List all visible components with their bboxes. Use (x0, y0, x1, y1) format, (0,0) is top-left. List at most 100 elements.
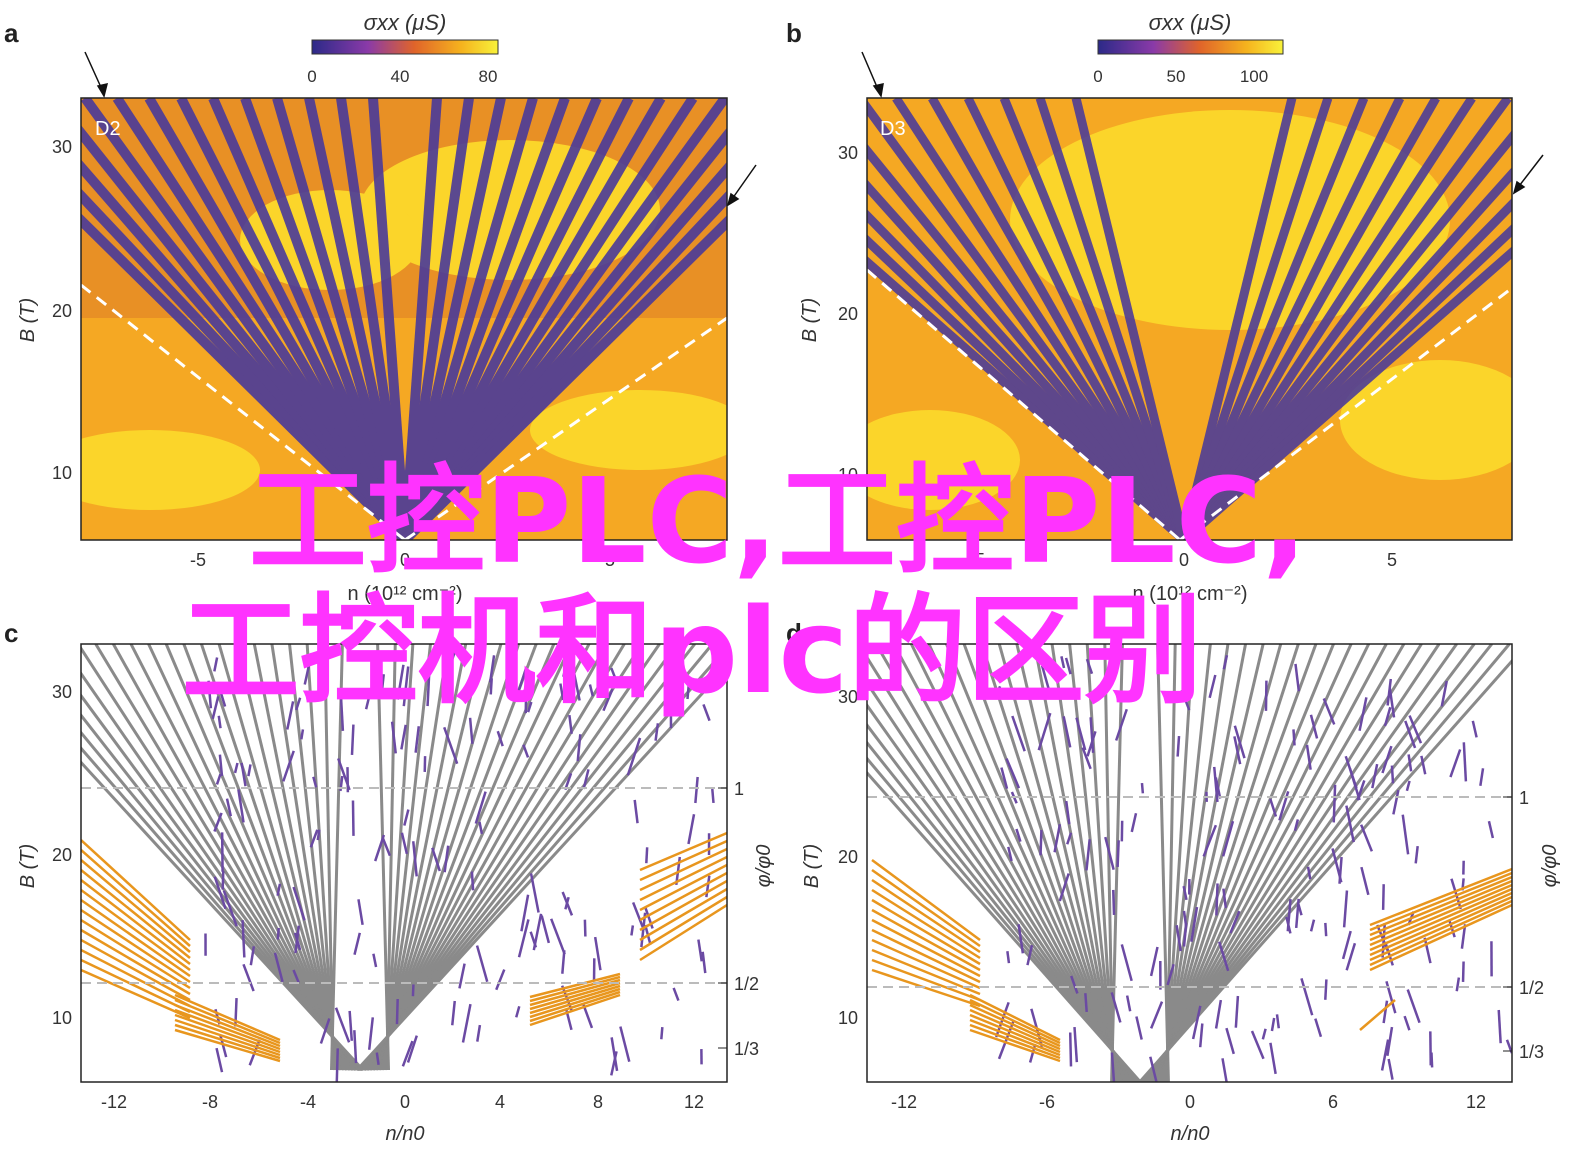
x-label-a: n (10¹² cm⁻²) (348, 583, 463, 605)
fragment-line (639, 831, 727, 872)
fragment-line (213, 812, 223, 832)
y-axis-b: 10 20 30 B (T) (799, 143, 858, 485)
fragment-line (871, 908, 981, 972)
fragment-line (570, 663, 581, 701)
fragment-line (639, 879, 727, 932)
fragment-line (1104, 836, 1115, 871)
fragment-line (350, 724, 355, 756)
fragment-line (81, 879, 191, 965)
fragment-line (218, 754, 224, 777)
fragment-line (1060, 656, 1066, 669)
fragment-line (1401, 814, 1410, 855)
fragment-line (564, 772, 573, 791)
fragment-line (221, 871, 225, 890)
fragment-line (390, 721, 397, 754)
y-label-b: B (T) (799, 298, 821, 342)
fragment-line (1180, 689, 1191, 711)
fragment-line (1300, 977, 1314, 1016)
fragment-line (215, 1047, 224, 1073)
fragment-line (351, 800, 355, 836)
fragment-line (213, 876, 227, 910)
fragment-line (414, 726, 421, 753)
fragment-line (225, 798, 233, 817)
fragment-line (639, 847, 727, 892)
x-axis-a: -5 0 5 n (10¹² cm⁻²) (190, 550, 615, 605)
fragment-line (1386, 678, 1393, 706)
fragment-line (1125, 995, 1132, 1012)
fragment-line (1293, 819, 1300, 831)
fragment-line (1345, 805, 1355, 843)
fragment-line (1261, 1028, 1267, 1040)
fragment-line (81, 948, 191, 1008)
fragment-line (1202, 824, 1218, 857)
fragment-line (520, 894, 530, 932)
fragment-line (871, 958, 981, 1002)
fragment-line (396, 664, 405, 700)
fragment-line (1471, 720, 1478, 738)
fragment-line (1348, 768, 1361, 801)
fragment-line (1085, 839, 1091, 871)
fragment-line (1140, 782, 1145, 794)
fragment-line (411, 984, 415, 997)
fragment-line (1275, 1014, 1281, 1029)
fragment-line (207, 680, 213, 709)
cbar-tick-a-1: 40 (391, 67, 410, 86)
cbar-tick-a-2: 80 (479, 67, 498, 86)
fragment-line (702, 703, 711, 722)
fragment-line (1479, 768, 1485, 786)
fragment-line (1116, 840, 1120, 867)
fragment-line (639, 855, 727, 902)
fan-line (147, 644, 350, 1071)
colorbar-b: σxx (μS) 0 50 100 (1093, 10, 1284, 86)
fragment-line (1269, 798, 1278, 817)
x-tick-b-0: -5 (969, 550, 985, 570)
fragment-line (697, 939, 703, 962)
fan-line (1015, 644, 1122, 1082)
fragment-line (1460, 924, 1467, 949)
fan-stripe (867, 99, 1188, 540)
fragment-line (1408, 715, 1423, 744)
fragment-line (412, 841, 418, 877)
fragment-line (1058, 873, 1070, 902)
fragment-line (1208, 674, 1217, 699)
fragment-line (1358, 697, 1368, 732)
fan-stripe (963, 98, 1189, 540)
fragment-line (639, 871, 727, 922)
x-tick-d-0: -12 (891, 1092, 917, 1112)
fragment-line (1039, 829, 1043, 856)
fragment-line (1221, 1058, 1228, 1082)
fragment-line (529, 987, 621, 1019)
fan-line (1164, 644, 1195, 1082)
fragment-line (582, 769, 590, 790)
fan-line (379, 644, 468, 1071)
fan-line (376, 644, 503, 1071)
fragment-line (1331, 848, 1343, 883)
fragment-line (515, 1005, 521, 1018)
fragment-line (635, 672, 644, 693)
fragment-line (403, 809, 410, 826)
fan-stripe (999, 98, 1189, 540)
fragment-line (211, 696, 220, 720)
fragment-line (529, 981, 621, 1011)
fragment-line (242, 963, 255, 992)
colorbar-title-a: σxx (μS) (364, 10, 447, 35)
fragment-line (470, 871, 475, 891)
fragment-line (1225, 1027, 1235, 1055)
panel-letter-b: b (786, 18, 802, 48)
heatmap-a (81, 98, 727, 540)
fan-line (1137, 658, 1512, 1082)
x-tick-c-2: -4 (300, 1092, 316, 1112)
fragment-line (474, 791, 487, 824)
fan-stripe (272, 98, 410, 540)
fragment-line (174, 998, 281, 1045)
y-axis-d: 10 20 30 B (T) (801, 687, 858, 1028)
fragment-line (1322, 698, 1336, 725)
arrow-icon (861, 51, 1544, 195)
fan-line (945, 644, 1127, 1082)
y-tick-c-20: 20 (52, 845, 72, 865)
fan-line (252, 644, 341, 1071)
fragment-line (273, 952, 284, 983)
x-tick-a-2: 5 (605, 550, 615, 570)
fragment-line (339, 694, 345, 731)
fragment-line (1297, 903, 1303, 916)
